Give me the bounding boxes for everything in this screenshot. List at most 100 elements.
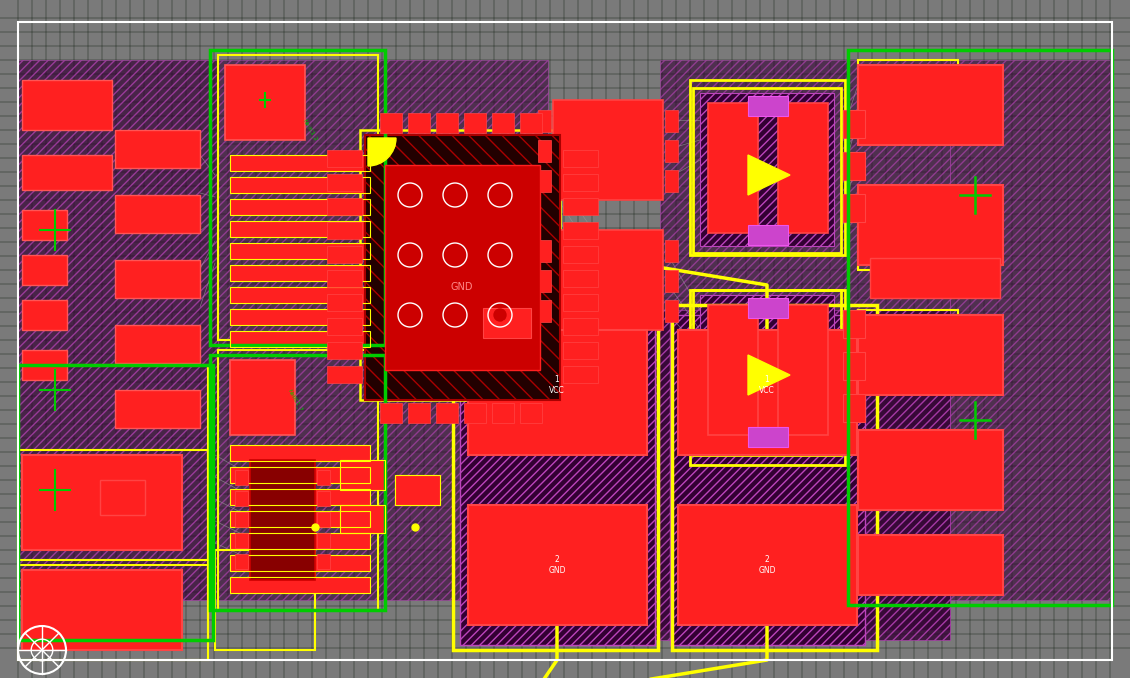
Bar xyxy=(18,450,208,560)
Bar xyxy=(18,365,208,640)
Circle shape xyxy=(449,309,461,321)
Bar xyxy=(709,103,758,233)
Circle shape xyxy=(405,249,416,261)
Bar xyxy=(231,489,370,505)
Bar xyxy=(115,325,200,363)
Bar xyxy=(563,174,598,191)
Bar xyxy=(327,174,362,191)
Bar xyxy=(699,295,834,448)
Bar xyxy=(231,287,370,303)
Bar xyxy=(538,270,551,292)
Bar xyxy=(748,225,788,245)
Bar xyxy=(777,103,828,233)
Bar xyxy=(340,505,385,533)
Bar xyxy=(340,460,385,490)
Bar xyxy=(660,60,950,630)
Bar xyxy=(492,113,514,133)
Bar xyxy=(380,113,402,133)
Bar xyxy=(235,554,247,569)
Bar xyxy=(21,210,67,240)
Bar xyxy=(327,246,362,263)
Bar xyxy=(709,305,758,435)
Bar xyxy=(520,403,542,423)
Bar xyxy=(318,512,330,527)
Bar xyxy=(21,300,67,330)
Bar xyxy=(460,315,655,645)
Bar xyxy=(664,140,678,162)
Bar xyxy=(950,60,1110,600)
Bar xyxy=(18,565,208,660)
Bar xyxy=(210,50,385,345)
Text: 1
VCC: 1 VCC xyxy=(759,376,775,395)
Bar xyxy=(21,350,67,380)
Bar xyxy=(468,330,647,455)
Bar xyxy=(678,330,857,455)
Bar xyxy=(115,195,200,233)
Bar xyxy=(553,230,663,330)
Bar xyxy=(318,554,330,569)
Bar xyxy=(231,555,370,571)
Bar xyxy=(225,65,305,140)
Bar xyxy=(748,427,788,447)
Bar xyxy=(664,300,678,322)
Bar xyxy=(218,55,379,340)
Bar xyxy=(843,310,864,338)
Bar xyxy=(563,150,598,167)
Bar xyxy=(231,265,370,281)
Bar xyxy=(843,394,864,422)
Bar xyxy=(318,470,330,485)
Bar xyxy=(327,198,362,215)
Bar xyxy=(464,403,486,423)
Bar xyxy=(483,308,531,338)
Bar xyxy=(690,80,845,255)
Wedge shape xyxy=(368,138,395,166)
Bar xyxy=(21,570,182,650)
Text: 2
GND: 2 GND xyxy=(758,555,776,575)
Bar xyxy=(664,270,678,292)
Bar xyxy=(231,577,370,593)
Bar xyxy=(693,88,841,253)
Text: VI: VI xyxy=(503,319,508,325)
Circle shape xyxy=(449,249,461,261)
Bar xyxy=(748,96,788,116)
Text: GND: GND xyxy=(451,282,473,292)
Bar xyxy=(693,290,841,455)
Circle shape xyxy=(494,309,506,321)
Bar xyxy=(538,240,551,262)
Bar xyxy=(231,243,370,259)
Bar xyxy=(231,533,370,549)
Bar xyxy=(318,533,330,548)
Bar xyxy=(380,403,402,423)
Bar xyxy=(235,533,247,548)
Bar xyxy=(327,294,362,311)
Circle shape xyxy=(449,189,461,201)
Bar xyxy=(396,475,440,505)
Bar xyxy=(231,199,370,215)
Bar xyxy=(231,199,370,215)
Bar xyxy=(396,475,440,505)
Bar xyxy=(563,294,598,311)
Bar xyxy=(231,445,370,461)
Bar xyxy=(215,550,315,650)
Bar xyxy=(670,315,864,645)
Bar xyxy=(21,155,112,190)
Bar xyxy=(672,305,877,650)
Text: 2
GND: 2 GND xyxy=(548,555,566,575)
Bar xyxy=(318,491,330,506)
Bar xyxy=(563,198,598,215)
Bar xyxy=(235,491,247,506)
Circle shape xyxy=(494,189,506,201)
Bar xyxy=(563,318,598,335)
Bar xyxy=(327,222,362,239)
Bar xyxy=(231,177,370,193)
Bar xyxy=(563,270,598,287)
Polygon shape xyxy=(748,355,790,395)
Bar xyxy=(460,310,950,640)
Bar xyxy=(563,366,598,383)
Bar xyxy=(231,555,370,571)
Bar xyxy=(480,305,534,343)
Circle shape xyxy=(405,309,416,321)
Bar xyxy=(385,165,540,370)
Bar xyxy=(231,221,370,237)
Bar xyxy=(231,445,370,461)
